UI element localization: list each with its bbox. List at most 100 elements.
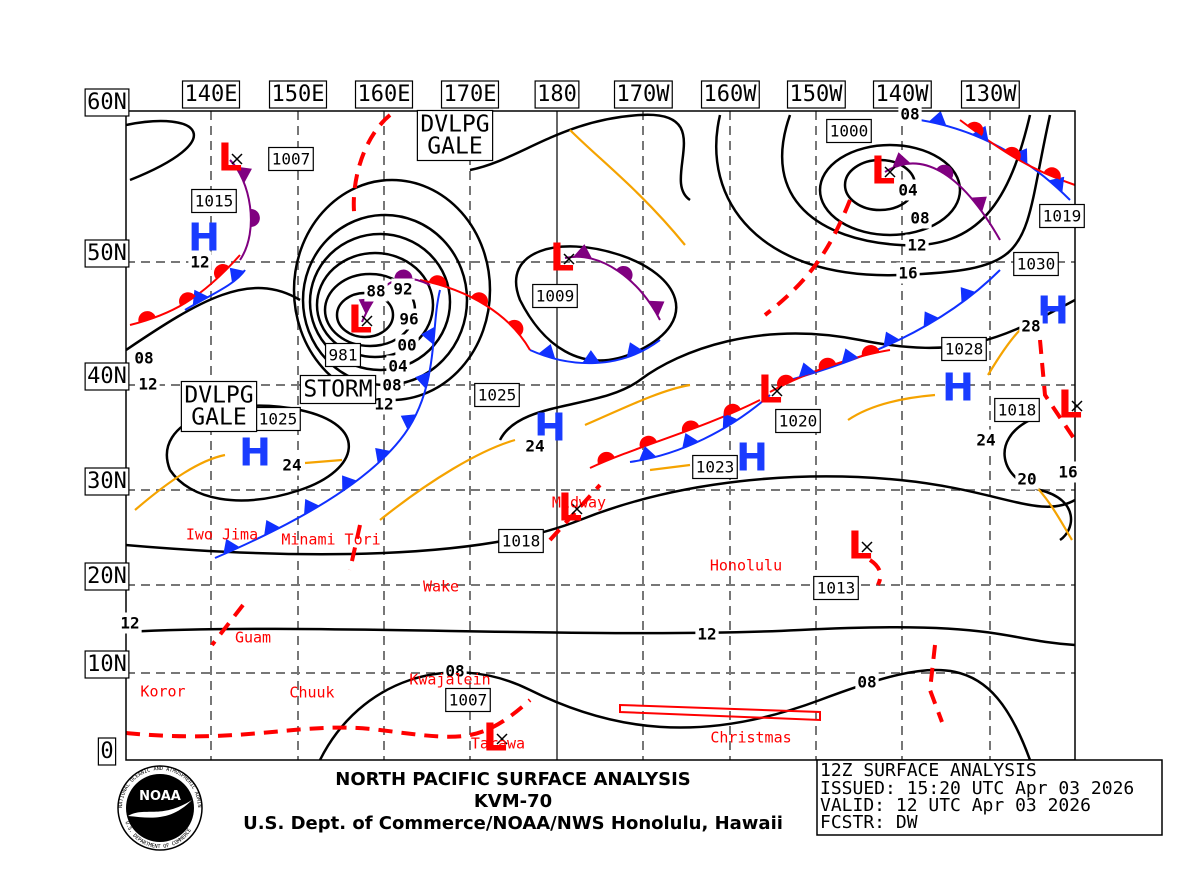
isobar (125, 119, 196, 182)
front-triangle (892, 152, 911, 167)
isobar-label: 04 (388, 357, 407, 376)
front-marker (179, 292, 196, 307)
front-marker (229, 267, 246, 284)
isobar-label-box (136, 373, 160, 395)
isobar-label-box (1056, 461, 1080, 483)
front-marker (400, 414, 417, 430)
isobar-label: 92 (393, 280, 412, 299)
office: U.S. Dept. of Commerce/NOAA/NWS Honolulu… (243, 813, 783, 834)
occluded-front (884, 162, 1001, 241)
isobar-label: 28 (1021, 317, 1040, 336)
pressure-label-box (1039, 203, 1085, 229)
front-semicircle (777, 374, 795, 388)
isobar-label-box (397, 308, 421, 330)
info-line: 12Z SURFACE ANALYSIS (820, 760, 1037, 781)
itcz (619, 703, 821, 722)
pressure-label: 1015 (195, 192, 234, 211)
front-marker (723, 403, 741, 417)
isobar-label: 12 (138, 375, 157, 394)
place-name: Koror (140, 683, 185, 701)
trough (548, 483, 602, 542)
front-marker (841, 348, 859, 364)
front-marker (798, 362, 816, 378)
pressure-label: 1007 (272, 150, 311, 169)
info-line: FCSTR: DW (820, 812, 918, 833)
isobar-label: 08 (382, 376, 401, 395)
latitude-label-box (97, 737, 117, 766)
isobar-label-box (372, 393, 396, 415)
place-name: Minami Tori (281, 531, 380, 549)
occluded-front (229, 159, 252, 261)
isobar-label: 12 (190, 253, 209, 272)
station: KVM-70 (474, 791, 552, 812)
isobar-label-box (896, 179, 920, 201)
center-mark (496, 733, 508, 745)
front-semicircle (597, 451, 615, 465)
place-name: Iwo Jima (186, 526, 258, 544)
longitude-label: 160E (358, 82, 411, 107)
longitude-label-box (268, 80, 328, 109)
pressure-label: 1007 (449, 691, 488, 710)
trough (348, 524, 362, 571)
place-name: Kwajalein (409, 671, 490, 689)
longitude-label-box (960, 80, 1020, 109)
isobar-label-box (896, 262, 920, 284)
isobar-label-box (380, 374, 404, 396)
trough (1038, 339, 1077, 442)
front-triangle (415, 371, 430, 389)
center-mark (563, 253, 575, 265)
isobar-label-box (364, 280, 388, 302)
logo-disc (126, 774, 194, 842)
pressure-label-box (532, 283, 578, 309)
pressure-label: 1000 (830, 122, 869, 141)
isobar (315, 251, 435, 359)
pressure-label-box (268, 146, 314, 172)
warning-line: DVLPG (184, 383, 253, 409)
latitude-label-box (84, 362, 130, 391)
isobar-label: 24 (282, 456, 301, 475)
pressure-label-box (813, 575, 859, 601)
front-marker (508, 319, 524, 336)
latitude-label-box (84, 562, 130, 591)
front-semicircle (723, 403, 741, 417)
front-marker (375, 447, 391, 464)
front-marker (342, 475, 357, 492)
longitude-label: 160W (704, 82, 758, 107)
longitude-label: 140W (876, 82, 930, 107)
front-triangle (798, 362, 816, 378)
front-marker (626, 342, 644, 358)
front-semicircle (639, 435, 658, 448)
warm-front (419, 279, 531, 351)
pressure-center: H (942, 366, 974, 410)
isobar-label-box (695, 623, 719, 645)
front-marker (138, 311, 156, 323)
isobar-label: 24 (976, 431, 995, 450)
trough (763, 199, 852, 317)
pressure-label-box (498, 528, 544, 554)
isobar-label: 16 (898, 264, 917, 283)
front-semicircle (616, 266, 633, 281)
trough (868, 558, 883, 586)
isobar-label: 12 (374, 395, 393, 414)
front-semicircle (394, 269, 413, 280)
isobar-label-box (1015, 468, 1039, 490)
front-triangle (841, 348, 859, 364)
front-triangle (421, 326, 435, 345)
front-triangle (342, 475, 357, 492)
squall-line (379, 438, 516, 521)
trough (210, 603, 245, 647)
fronts (129, 110, 1076, 559)
warning-line: DVLPG (420, 112, 489, 138)
isobar-label: 08 (445, 662, 464, 681)
map-frame (125, 110, 1076, 761)
front-marker (428, 275, 447, 287)
front-marker (264, 519, 281, 536)
front-marker (236, 166, 252, 183)
pressure-label: 1030 (1017, 255, 1056, 274)
pressure-label-box (941, 336, 987, 362)
front-semicircle (213, 263, 230, 280)
latitude-label: 10N (87, 652, 127, 677)
front-semicircle (1004, 146, 1021, 161)
front-triangle (538, 343, 556, 360)
